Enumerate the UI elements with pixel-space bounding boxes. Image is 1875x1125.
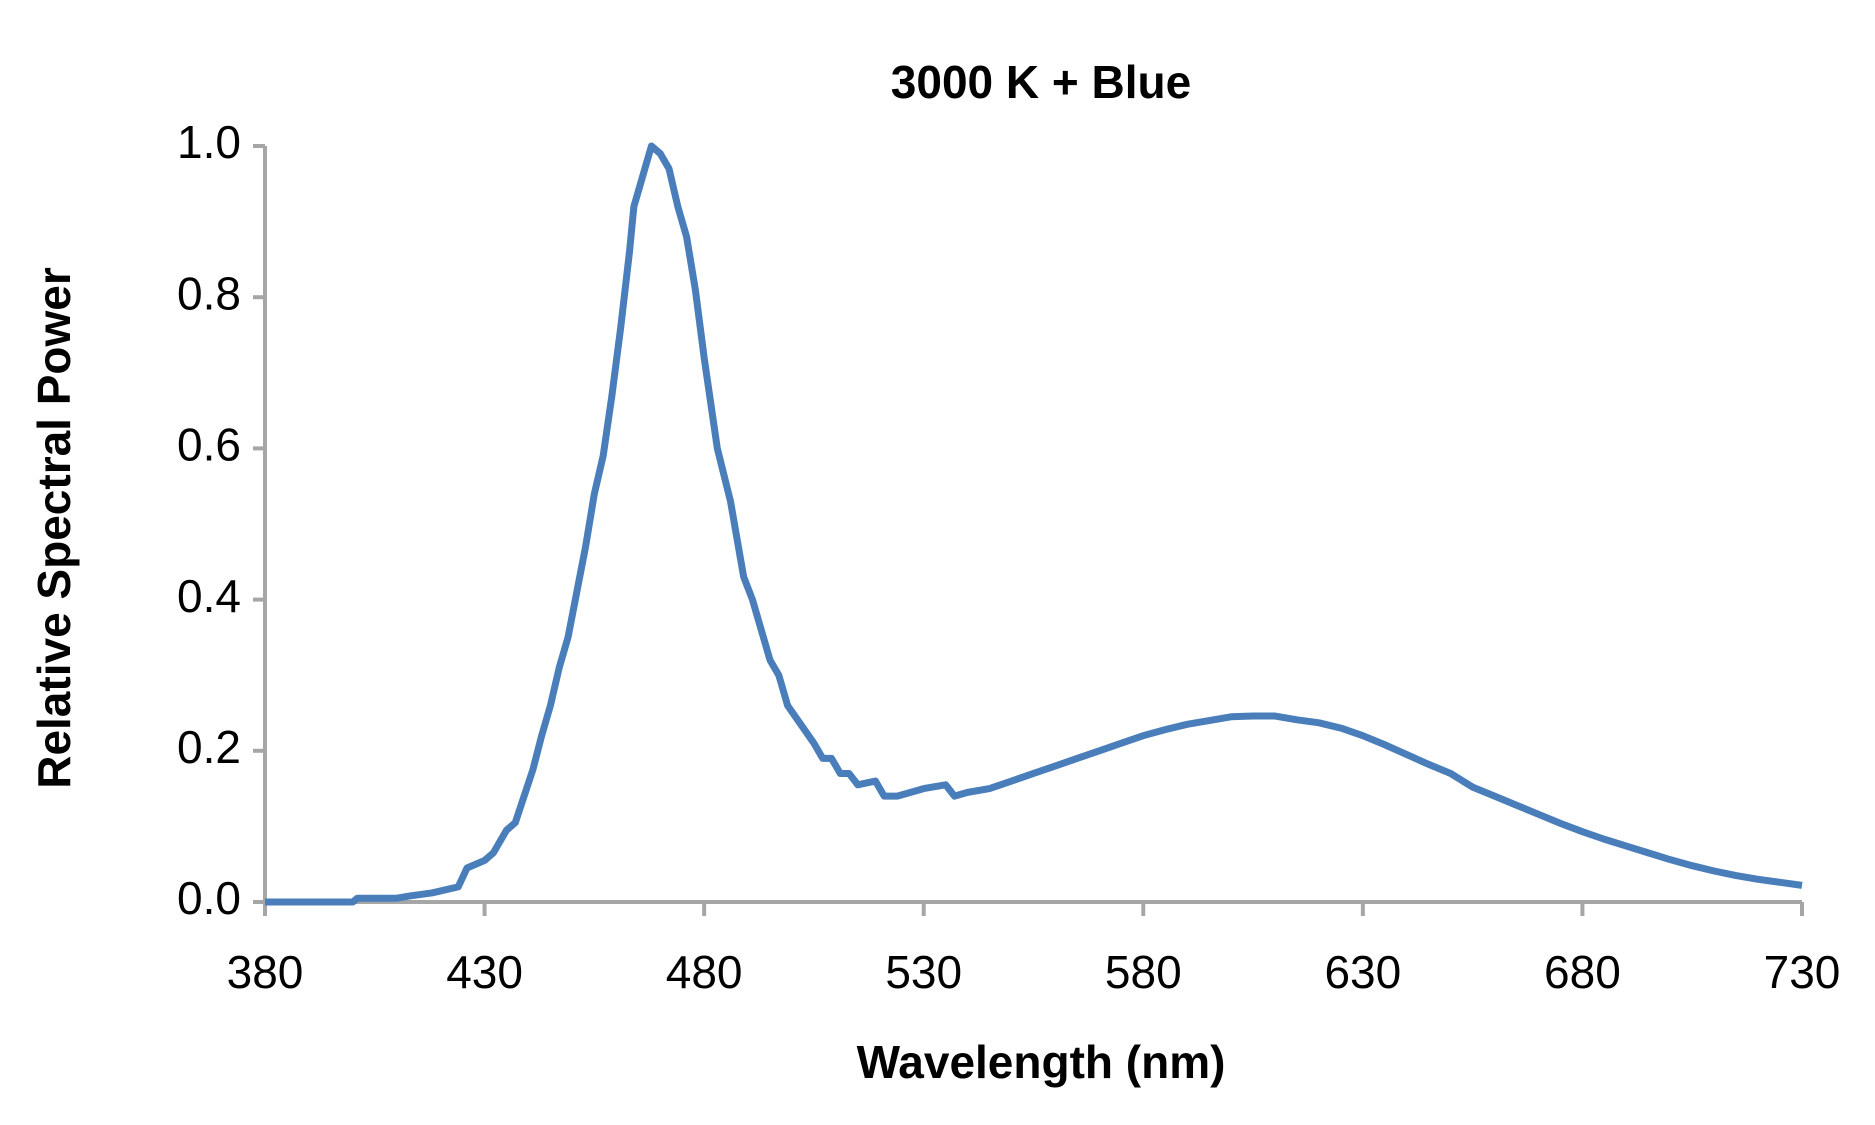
y-tick-label: 0.2 <box>177 721 241 773</box>
chart-title: 3000 K + Blue <box>891 56 1191 108</box>
x-tick-label: 480 <box>666 946 743 998</box>
y-axis-title: Relative Spectral Power <box>28 267 80 789</box>
x-tick-label: 380 <box>227 946 304 998</box>
spectrum-line <box>265 142 1803 906</box>
x-axis-title: Wavelength (nm) <box>857 1036 1226 1088</box>
y-tick-label: 0.8 <box>177 267 241 319</box>
y-tick-label: 0.4 <box>177 570 241 622</box>
x-tick-label: 530 <box>885 946 962 998</box>
x-tick-label: 430 <box>446 946 523 998</box>
y-tick-label: 0.6 <box>177 419 241 471</box>
y-tick-label: 0.0 <box>177 872 241 924</box>
x-tick-label: 680 <box>1544 946 1621 998</box>
x-tick-label: 630 <box>1324 946 1401 998</box>
y-tick-label: 1.0 <box>177 116 241 168</box>
x-tick-label: 730 <box>1764 946 1841 998</box>
x-tick-label: 580 <box>1105 946 1182 998</box>
